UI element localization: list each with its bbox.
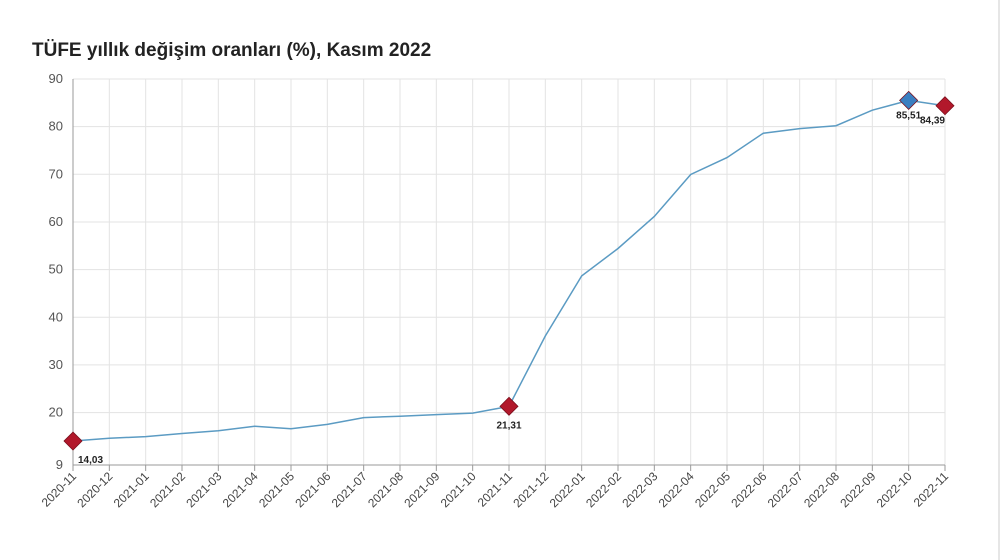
x-tick-label: 2021-02 xyxy=(147,469,188,510)
x-tick-label: 2022-07 xyxy=(765,469,806,510)
x-tick-label: 2022-08 xyxy=(801,469,842,510)
x-tick-label: 2022-10 xyxy=(874,469,915,510)
x-tick-label: 2021-03 xyxy=(183,469,224,510)
x-tick-label: 2021-08 xyxy=(365,469,406,510)
x-tick-label: 2022-05 xyxy=(692,469,733,510)
x-tick-label: 2021-10 xyxy=(438,469,479,510)
x-tick-label: 2020-11 xyxy=(39,469,80,510)
x-tick-label: 2022-02 xyxy=(583,469,624,510)
x-tick-label: 2021-06 xyxy=(292,469,333,510)
x-tick-label: 2022-01 xyxy=(547,469,588,510)
x-tick-label: 2021-05 xyxy=(256,469,297,510)
x-tick-label: 2022-11 xyxy=(911,469,952,510)
data-label: 85,51 xyxy=(896,110,921,121)
data-point-marker xyxy=(63,431,83,451)
y-tick-label: 60 xyxy=(49,214,63,229)
data-label: 21,31 xyxy=(496,420,521,431)
x-tick-label: 2020-12 xyxy=(74,469,115,510)
frame-border xyxy=(998,0,1000,560)
x-tick-label: 2022-03 xyxy=(619,469,660,510)
x-tick-label: 2022-06 xyxy=(728,469,769,510)
x-tick-label: 2021-01 xyxy=(111,469,152,510)
x-tick-label: 2021-12 xyxy=(510,469,551,510)
data-point-marker xyxy=(935,96,955,116)
x-tick-label: 2021-09 xyxy=(401,469,442,510)
data-point-marker xyxy=(499,396,519,416)
y-tick-label: 9 xyxy=(56,457,63,472)
y-tick-label: 90 xyxy=(49,71,63,86)
y-tick-label: 70 xyxy=(49,166,63,181)
y-tick-label: 80 xyxy=(49,119,63,134)
chart-title: TÜFE yıllık değişim oranları (%), Kasım … xyxy=(32,40,432,61)
y-tick-label: 40 xyxy=(49,309,63,324)
x-tick-label: 2021-07 xyxy=(329,469,370,510)
y-tick-label: 20 xyxy=(49,405,63,420)
data-point-marker xyxy=(899,90,919,110)
x-tick-label: 2021-11 xyxy=(475,469,516,510)
y-tick-label: 50 xyxy=(49,262,63,277)
data-label: 14,03 xyxy=(78,455,103,466)
data-label: 84,39 xyxy=(920,116,945,127)
y-tick-label: 30 xyxy=(49,357,63,372)
x-tick-label: 2022-09 xyxy=(837,469,878,510)
x-tick-label: 2021-04 xyxy=(220,469,261,510)
x-tick-label: 2022-04 xyxy=(656,469,697,510)
